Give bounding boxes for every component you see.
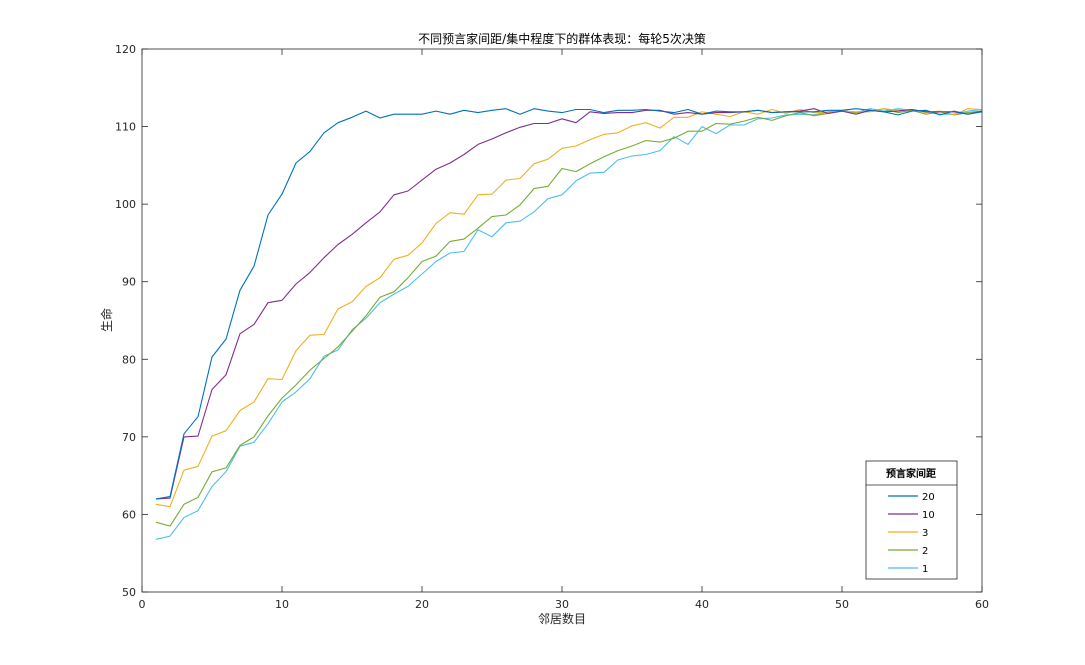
series-line-10 bbox=[155, 108, 983, 500]
legend-title: 预言家间距 bbox=[886, 467, 936, 480]
x-tick-label: 20 bbox=[415, 598, 429, 611]
x-tick-label: 30 bbox=[555, 598, 569, 611]
legend-label-1: 1 bbox=[922, 564, 928, 575]
y-tick-label: 70 bbox=[122, 431, 136, 444]
y-tick-label: 50 bbox=[122, 586, 136, 599]
series-line-20 bbox=[155, 108, 983, 500]
x-axis-label: 邻居数目 bbox=[538, 611, 586, 626]
y-tick-label: 60 bbox=[122, 508, 136, 521]
x-axis-ticks: 0 10 20 30 40 50 60 bbox=[139, 49, 989, 611]
legend-label-2: 2 bbox=[922, 546, 928, 557]
legend-label-20: 20 bbox=[922, 492, 935, 503]
legend-label-10: 10 bbox=[922, 510, 935, 521]
series-layer bbox=[155, 108, 983, 540]
legend: 预言家间距 20 10 3 2 1 bbox=[865, 460, 958, 580]
plot-area bbox=[142, 49, 982, 592]
y-tick-label: 80 bbox=[122, 353, 136, 366]
y-tick-label: 120 bbox=[115, 43, 136, 56]
legend-label-3: 3 bbox=[922, 528, 928, 539]
y-tick-label: 100 bbox=[115, 198, 136, 211]
y-tick-label: 90 bbox=[122, 276, 136, 289]
chart-title: 不同预言家间距/集中程度下的群体表现：每轮5次决策 bbox=[418, 31, 706, 46]
x-tick-label: 50 bbox=[835, 598, 849, 611]
x-tick-label: 10 bbox=[275, 598, 289, 611]
x-tick-label: 40 bbox=[695, 598, 709, 611]
x-tick-label: 0 bbox=[139, 598, 146, 611]
legend-entries: 20 10 3 2 1 bbox=[888, 492, 935, 575]
y-axis-label: 生命 bbox=[99, 308, 114, 332]
legend-box bbox=[865, 460, 958, 580]
x-tick-label: 60 bbox=[975, 598, 989, 611]
y-tick-label: 110 bbox=[115, 121, 136, 134]
